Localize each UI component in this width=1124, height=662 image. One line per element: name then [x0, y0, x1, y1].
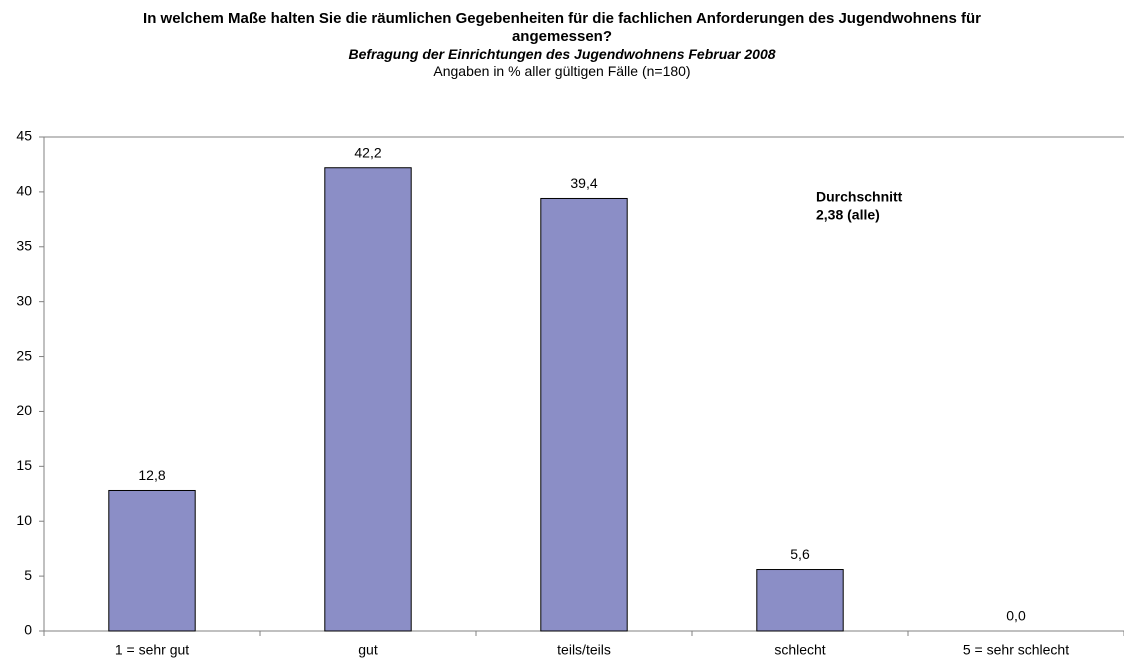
x-tick-label: gut: [358, 642, 378, 658]
x-tick-label: 5 = sehr schlecht: [963, 642, 1069, 658]
y-tick-label: 25: [16, 347, 32, 363]
y-tick-label: 10: [16, 512, 32, 528]
y-tick-label: 5: [24, 567, 32, 583]
y-tick-label: 45: [16, 128, 32, 144]
chart-subtitle: Befragung der Einrichtungen des Jugendwo…: [348, 46, 776, 62]
bar: [756, 569, 844, 632]
header: In welchem Maße halten Sie die räumliche…: [0, 10, 1124, 80]
y-tick-label: 40: [16, 183, 32, 199]
y-tick-label: 15: [16, 457, 32, 473]
x-tick-label: 1 = sehr gut: [115, 642, 189, 658]
data-label: 5,6: [790, 546, 810, 562]
y-tick-label: 0: [24, 622, 32, 638]
bar: [108, 489, 196, 632]
y-tick-label: 35: [16, 237, 32, 253]
chart-note: Angaben in % aller gültigen Fälle (n=180…: [433, 63, 691, 79]
x-tick-label: teils/teils: [557, 642, 611, 658]
bar: [540, 197, 628, 632]
y-tick-label: 20: [16, 402, 32, 418]
chart-title: In welchem Maße halten Sie die räumliche…: [143, 10, 981, 45]
data-label: 0,0: [1006, 608, 1026, 624]
data-label: 39,4: [570, 175, 597, 191]
data-label: 12,8: [138, 467, 165, 483]
annotation: Durchschnitt: [816, 189, 903, 205]
annotation: 2,38 (alle): [816, 207, 880, 223]
bar: [324, 167, 412, 632]
x-tick-label: schlecht: [774, 642, 825, 658]
data-label: 42,2: [354, 144, 381, 160]
y-tick-label: 30: [16, 292, 32, 308]
